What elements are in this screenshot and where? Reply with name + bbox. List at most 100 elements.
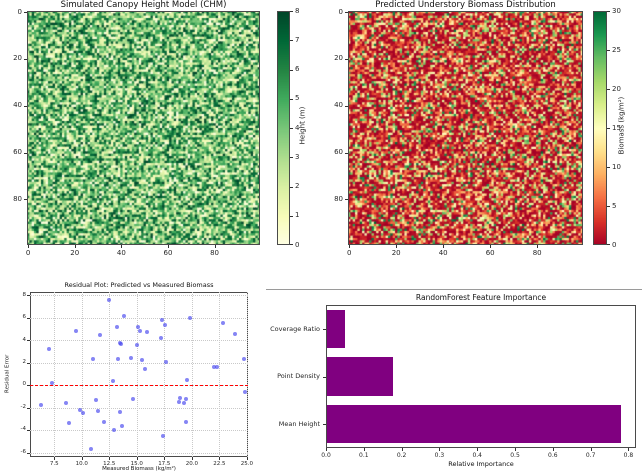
residual-data-point xyxy=(114,325,119,330)
residual-data-point xyxy=(116,357,121,362)
residual-y-tick-label: -4 xyxy=(20,426,26,433)
residual-data-point xyxy=(176,400,181,404)
chm-y-tick-label: 20 xyxy=(13,54,22,63)
residual-data-point xyxy=(94,398,99,403)
residual-x-tick xyxy=(164,457,166,460)
chm-cbar-tick-label: 4 xyxy=(295,123,300,132)
biomass-x-tick xyxy=(396,245,398,248)
chm-title: Simulated Canopy Height Model (CHM) xyxy=(60,0,227,10)
residual-title: Residual Plot: Predicted vs Measured Bio… xyxy=(64,281,214,289)
residual-data-point xyxy=(101,420,106,425)
residual-data-point xyxy=(39,403,43,408)
residual-data-point xyxy=(66,421,71,426)
residual-data-point xyxy=(96,408,101,413)
biomass-x-tick xyxy=(537,245,539,248)
chm-y-tick-label: 0 xyxy=(17,7,22,16)
residual-data-point xyxy=(163,322,168,327)
importance-bar xyxy=(327,405,622,444)
residual-y-tick xyxy=(27,452,30,454)
residual-data-point xyxy=(50,380,55,385)
residual-x-tick xyxy=(219,457,221,460)
residual-x-tick-label: 7.5 xyxy=(49,460,59,467)
biomass-y-tick-label: 0 xyxy=(338,7,343,16)
residual-x-tick xyxy=(81,457,83,460)
chm-cbar-tick-label: 3 xyxy=(295,152,300,161)
importance-category-label: Mean Height xyxy=(278,419,320,428)
importance-y-tick xyxy=(323,424,326,426)
residual-data-point xyxy=(178,395,183,400)
chm-cbar-tick xyxy=(290,157,293,159)
residual-data-point xyxy=(46,347,51,352)
biomass-y-tick xyxy=(345,58,348,60)
residual-data-point xyxy=(241,356,246,361)
residual-x-tick-label: 22.5 xyxy=(213,460,226,467)
chm-y-tick xyxy=(24,12,27,14)
residual-data-point xyxy=(160,317,165,322)
residual-y-tick xyxy=(27,340,30,342)
biomass-heatmap xyxy=(348,11,583,245)
chm-x-tick xyxy=(121,245,123,248)
biomass-x-tick xyxy=(490,245,492,248)
residual-gridline xyxy=(136,292,138,457)
residual-data-point xyxy=(137,329,142,334)
residual-x-tick-label: 17.5 xyxy=(158,460,171,467)
residual-y-tick-label: 4 xyxy=(22,336,27,343)
residual-y-tick xyxy=(27,362,30,364)
biomass-cbar-tick-label: 0 xyxy=(612,240,617,249)
residual-x-tick xyxy=(109,457,111,460)
residual-data-point xyxy=(119,341,124,346)
residual-data-point xyxy=(131,397,136,402)
residual-data-point xyxy=(134,343,139,348)
chm-y-tick xyxy=(24,199,27,201)
chm-x-tick xyxy=(214,245,216,248)
importance-x-tick xyxy=(477,448,479,451)
residual-y-tick xyxy=(27,295,30,297)
chm-x-tick xyxy=(28,245,30,248)
residual-y-tick-label: -6 xyxy=(20,448,26,455)
residual-gridline xyxy=(30,340,248,342)
importance-category-label: Point Density xyxy=(277,372,320,381)
residual-x-tick-label: 10.0 xyxy=(75,460,88,467)
biomass-y-tick-label: 80 xyxy=(334,194,343,203)
importance-x-tick-label: 0.3 xyxy=(434,452,445,459)
importance-x-tick-label: 0.5 xyxy=(510,452,520,459)
residual-x-tick xyxy=(54,457,56,460)
residual-data-point xyxy=(182,400,187,405)
residual-gridline xyxy=(54,292,56,457)
residual-x-tick-label: 25.0 xyxy=(240,460,254,467)
importance-y-tick xyxy=(323,376,326,378)
biomass-title: Predicted Understory Biomass Distributio… xyxy=(375,0,556,10)
biomass-x-tick xyxy=(349,245,351,248)
chm-y-tick xyxy=(24,152,27,154)
chm-x-tick xyxy=(167,245,169,248)
chm-y-tick xyxy=(24,105,27,107)
importance-x-tick-label: 0.2 xyxy=(396,452,407,459)
biomass-y-tick xyxy=(345,152,348,154)
importance-y-tick xyxy=(323,328,326,330)
biomass-cbar-tick-label: 10 xyxy=(612,162,621,171)
biomass-cbar-tick-label: 30 xyxy=(612,6,621,15)
biomass-y-tick-label: 20 xyxy=(334,54,343,63)
chm-cbar-tick-label: 7 xyxy=(295,35,300,44)
residual-x-tick-label: 15.0 xyxy=(130,460,143,467)
chm-colorbar xyxy=(277,11,290,245)
chm-y-tick xyxy=(24,58,27,60)
importance-x-tick xyxy=(401,448,403,451)
chm-y-tick-label: 60 xyxy=(13,148,22,157)
importance-bar xyxy=(327,309,345,348)
importance-x-tick-label: 0.1 xyxy=(359,452,369,459)
chm-cbar-tick xyxy=(290,69,293,71)
biomass-cbar-tick xyxy=(607,89,610,90)
chm-cbar-tick-label: 2 xyxy=(295,182,300,190)
chm-cbar-tick xyxy=(290,215,293,217)
panel-divider-line xyxy=(266,289,642,290)
biomass-cbar-tick xyxy=(607,128,610,129)
importance-x-tick xyxy=(363,448,365,451)
biomass-x-tick-label: 0 xyxy=(346,249,352,257)
importance-title: RandomForest Feature Importance xyxy=(415,293,547,302)
residual-y-tick-label: 8 xyxy=(22,291,27,298)
residual-zero-line xyxy=(30,385,248,387)
importance-x-tick xyxy=(439,448,441,451)
residual-data-point xyxy=(211,365,216,370)
residual-data-point xyxy=(118,410,123,415)
